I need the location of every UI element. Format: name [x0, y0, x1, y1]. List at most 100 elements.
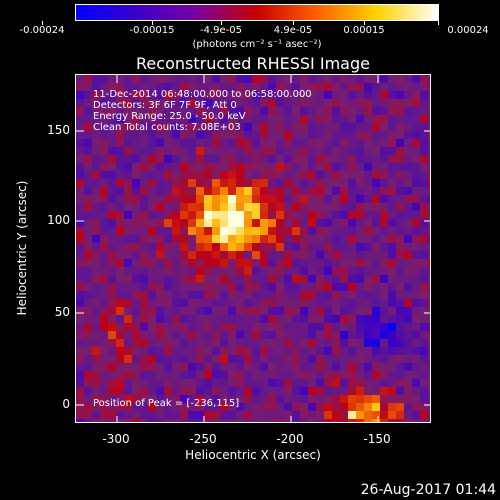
image-pixel: [236, 211, 244, 219]
image-pixel: [348, 307, 356, 315]
image-pixel: [428, 235, 430, 243]
image-pixel: [116, 187, 124, 195]
image-pixel: [404, 91, 412, 99]
image-pixel: [340, 107, 348, 115]
image-pixel: [380, 227, 388, 235]
image-pixel: [132, 147, 140, 155]
image-pixel: [372, 411, 380, 419]
image-pixel: [84, 315, 92, 323]
image-pixel: [396, 203, 404, 211]
image-pixel: [164, 99, 172, 107]
image-pixel: [116, 307, 124, 315]
image-pixel: [364, 107, 372, 115]
image-pixel: [196, 235, 204, 243]
image-pixel: [156, 75, 164, 83]
image-pixel: [236, 83, 244, 91]
image-pixel: [356, 419, 364, 422]
image-pixel: [316, 339, 324, 347]
image-pixel: [148, 123, 156, 131]
image-pixel: [164, 395, 172, 403]
image-pixel: [228, 99, 236, 107]
image-pixel: [300, 195, 308, 203]
image-pixel: [284, 379, 292, 387]
image-pixel: [252, 395, 260, 403]
image-pixel: [420, 307, 428, 315]
image-pixel: [428, 283, 430, 291]
image-raster: [76, 75, 430, 422]
image-pixel: [420, 339, 428, 347]
image-pixel: [340, 123, 348, 131]
image-pixel: [212, 411, 220, 419]
image-pixel: [164, 243, 172, 251]
image-pixel: [204, 235, 212, 243]
image-pixel: [156, 347, 164, 355]
image-pixel: [108, 419, 116, 422]
image-pixel: [412, 179, 420, 187]
image-pixel: [156, 355, 164, 363]
image-pixel: [380, 419, 388, 422]
image-pixel: [412, 155, 420, 163]
image-pixel: [228, 203, 236, 211]
image-pixel: [292, 179, 300, 187]
image-pixel: [396, 227, 404, 235]
image-pixel: [164, 171, 172, 179]
image-pixel: [252, 131, 260, 139]
image-pixel: [372, 347, 380, 355]
image-pixel: [172, 235, 180, 243]
image-pixel: [204, 83, 212, 91]
image-pixel: [244, 323, 252, 331]
image-pixel: [172, 139, 180, 147]
image-pixel: [324, 83, 332, 91]
image-pixel: [188, 107, 196, 115]
image-pixel: [156, 163, 164, 171]
image-pixel: [420, 411, 428, 419]
image-pixel: [340, 371, 348, 379]
image-pixel: [180, 115, 188, 123]
image-pixel: [276, 91, 284, 99]
image-pixel: [404, 331, 412, 339]
image-pixel: [260, 171, 268, 179]
image-pixel: [292, 75, 300, 83]
image-pixel: [132, 331, 140, 339]
image-pixel: [412, 147, 420, 155]
image-pixel: [140, 171, 148, 179]
image-pixel: [348, 403, 356, 411]
image-pixel: [284, 227, 292, 235]
image-pixel: [180, 363, 188, 371]
y-tick-label: 150: [47, 123, 70, 137]
image-pixel: [132, 211, 140, 219]
image-pixel: [396, 83, 404, 91]
image-pixel: [364, 75, 372, 83]
image-pixel: [420, 187, 428, 195]
image-pixel: [116, 203, 124, 211]
image-pixel: [76, 371, 84, 379]
image-pixel: [140, 211, 148, 219]
image-pixel: [420, 163, 428, 171]
image-pixel: [308, 91, 316, 99]
image-pixel: [220, 139, 228, 147]
image-pixel: [316, 179, 324, 187]
image-pixel: [308, 395, 316, 403]
image-pixel: [140, 243, 148, 251]
image-pixel: [220, 219, 228, 227]
image-pixel: [340, 283, 348, 291]
image-pixel: [428, 307, 430, 315]
image-pixel: [180, 83, 188, 91]
image-pixel: [356, 363, 364, 371]
image-pixel: [300, 323, 308, 331]
image-pixel: [92, 251, 100, 259]
image-pixel: [212, 387, 220, 395]
image-pixel: [308, 187, 316, 195]
image-pixel: [324, 107, 332, 115]
image-pixel: [364, 347, 372, 355]
image-pixel: [396, 99, 404, 107]
image-pixel: [316, 171, 324, 179]
image-pixel: [396, 243, 404, 251]
image-pixel: [148, 227, 156, 235]
image-pixel: [116, 155, 124, 163]
image-pixel: [380, 99, 388, 107]
image-pixel: [156, 227, 164, 235]
image-pixel: [300, 259, 308, 267]
image-pixel: [396, 379, 404, 387]
image-pixel: [364, 251, 372, 259]
